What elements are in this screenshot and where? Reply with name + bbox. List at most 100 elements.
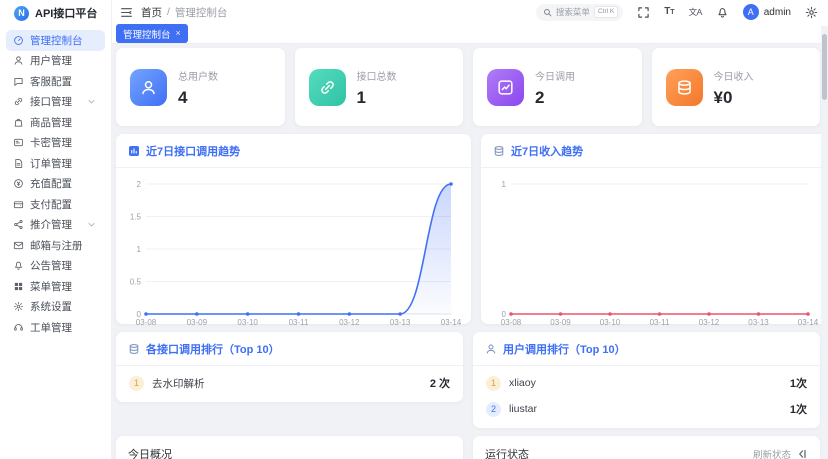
svg-text:03-08: 03-08 bbox=[136, 318, 157, 327]
link-icon bbox=[308, 68, 346, 106]
sidebar-item-label: 商品管理 bbox=[30, 116, 72, 129]
chart-title: 近7日收入趋势 bbox=[511, 146, 584, 158]
translate-icon[interactable]: 文A bbox=[688, 6, 703, 17]
tab-dashboard[interactable]: 管理控制台 × bbox=[116, 24, 188, 43]
rankings-row: 各接口调用排行（Top 10） 1 去水印解析 2 次 用户调用排行（Top 10）… bbox=[116, 332, 820, 428]
menu-grid-icon bbox=[14, 282, 23, 290]
search-input[interactable]: 搜索菜单 Ctrl K bbox=[535, 3, 624, 21]
sidebar-item-label: 接口管理 bbox=[30, 96, 72, 109]
user-menu[interactable]: A admin bbox=[742, 4, 791, 20]
ranking-row: 2 liustar 1次 bbox=[473, 396, 820, 422]
income-trend-chart: 0 1 03-08 03-09 03-10 03-11 03-12 03-13 03-14 bbox=[481, 168, 828, 332]
ranking-row: 1 xliaoy 1次 bbox=[473, 370, 820, 396]
chevron-down-icon bbox=[88, 223, 95, 227]
payment-icon bbox=[13, 201, 24, 208]
sidebar-item-label: 客服配置 bbox=[30, 75, 72, 88]
rank-name: xliaoy bbox=[509, 377, 536, 389]
sidebar-item-label: 支付配置 bbox=[30, 198, 72, 211]
ranking-title-suffix: （Top 10） bbox=[569, 344, 626, 356]
sidebar-item-14[interactable]: 工单管理 bbox=[6, 317, 105, 338]
sidebar-item-label: 订单管理 bbox=[30, 157, 72, 170]
stat-value: 1 bbox=[356, 87, 366, 107]
income-trend-chart-card: 近7日收入趋势 0 1 03-08 03-09 03-10 03-11 03-12 03-13… bbox=[481, 134, 828, 327]
svg-text:03-12: 03-12 bbox=[339, 318, 360, 327]
scrollbar-thumb[interactable] bbox=[822, 34, 827, 100]
stat-label: 接口总数 bbox=[356, 71, 397, 83]
sidebar-item-4[interactable]: 商品管理 bbox=[6, 112, 105, 133]
coins-icon bbox=[665, 68, 703, 106]
rank-name: 去水印解析 bbox=[152, 377, 205, 390]
sidebar-item-12[interactable]: 菜单管理 bbox=[6, 276, 105, 297]
bottom-row: 今日概况 运行状态 刷新状态 bbox=[116, 436, 820, 459]
sidebar-item-9[interactable]: 推介管理 bbox=[6, 215, 105, 236]
svg-text:03-08: 03-08 bbox=[501, 318, 522, 327]
fullscreen-icon[interactable] bbox=[637, 6, 650, 19]
sidebar-item-5[interactable]: 卡密管理 bbox=[6, 133, 105, 154]
shop-icon bbox=[14, 118, 23, 127]
dashboard-icon bbox=[14, 35, 23, 45]
collapse-panel-icon[interactable] bbox=[796, 448, 808, 459]
order-icon bbox=[15, 158, 23, 168]
ranking-title-suffix: （Top 10） bbox=[223, 344, 280, 356]
sidebar-item-label: 卡密管理 bbox=[30, 137, 72, 150]
card-icon bbox=[14, 139, 23, 147]
tab-close-icon[interactable]: × bbox=[175, 28, 181, 38]
refresh-status-link[interactable]: 刷新状态 bbox=[752, 450, 791, 459]
stat-value: 4 bbox=[178, 87, 188, 107]
sidebar-item-0[interactable]: 管理控制台 bbox=[6, 30, 105, 51]
chevron-down-icon bbox=[88, 100, 95, 104]
rank-badge: 1 bbox=[486, 375, 501, 391]
svg-text:2: 2 bbox=[137, 180, 142, 189]
svg-text:0: 0 bbox=[137, 310, 142, 319]
api-trend-chart-card: 近7日接口调用趋势 0 0.5 1 1.5 2 03-08 03-09 03-10 03-11 0… bbox=[116, 134, 471, 327]
sidebar-item-1[interactable]: 用户管理 bbox=[6, 51, 105, 72]
sidebar-item-label: 推介管理 bbox=[30, 219, 72, 232]
sidebar-item-13[interactable]: 系统设置 bbox=[6, 297, 105, 318]
sidebar-item-7[interactable]: 充值配置 bbox=[6, 174, 105, 195]
today-overview-card: 今日概况 bbox=[116, 436, 463, 459]
line-chart-canvas: 0 0.5 1 1.5 2 03-08 03-09 03-10 03-11 03-12 03-13 0… bbox=[130, 180, 462, 327]
today-overview-title: 今日概况 bbox=[128, 449, 172, 459]
settings-icon bbox=[13, 302, 24, 312]
sidebar-item-6[interactable]: 订单管理 bbox=[6, 153, 105, 174]
rank-count: 1次 bbox=[789, 404, 807, 416]
breadcrumb-home[interactable]: 首页 bbox=[141, 6, 162, 19]
ticket-icon bbox=[14, 323, 23, 331]
svg-text:03-13: 03-13 bbox=[390, 318, 411, 327]
scrollbar bbox=[821, 26, 828, 459]
sidebar-item-2[interactable]: 客服配置 bbox=[6, 71, 105, 92]
sidebar-item-10[interactable]: 邮箱与注册 bbox=[6, 235, 105, 256]
user-ranking-list: 1 xliaoy 1次 2 liustar 1次 bbox=[473, 366, 820, 428]
svg-text:03-14: 03-14 bbox=[441, 318, 462, 327]
sidebar-item-3[interactable]: 接口管理 bbox=[6, 92, 105, 113]
rank-badge: 1 bbox=[129, 375, 144, 391]
avatar: A bbox=[742, 4, 759, 20]
font-size-icon[interactable]: TT bbox=[664, 6, 675, 17]
rank-badge: 2 bbox=[486, 401, 501, 417]
menu-fold-icon[interactable] bbox=[120, 6, 133, 19]
sidebar-item-8[interactable]: 支付配置 bbox=[6, 194, 105, 215]
bar-chart-icon bbox=[129, 146, 139, 156]
running-status-title: 运行状态 bbox=[485, 449, 529, 459]
svg-text:03-14: 03-14 bbox=[798, 318, 819, 327]
sidebar-item-label: 菜单管理 bbox=[30, 280, 72, 293]
username-label: admin bbox=[763, 6, 791, 18]
sidebar-item-label: 充值配置 bbox=[30, 178, 72, 191]
gear-icon[interactable] bbox=[805, 6, 818, 19]
ranking-title: 各接口调用排行 bbox=[146, 344, 223, 356]
announcement-icon bbox=[15, 261, 22, 271]
ranking-row: 1 去水印解析 2 次 bbox=[116, 370, 463, 396]
app-logo[interactable]: N API接口平台 bbox=[0, 0, 111, 26]
coins-icon bbox=[494, 146, 504, 156]
stat-card-1: 接口总数 1 bbox=[294, 48, 463, 126]
sidebar-item-11[interactable]: 公告管理 bbox=[6, 256, 105, 277]
user-ranking-card: 用户调用排行（Top 10） 1 xliaoy 1次 2 liustar 1次 bbox=[473, 332, 820, 428]
logo-icon: N bbox=[14, 5, 29, 21]
sidebar-menu: 管理控制台 用户管理客服配置接口管理商品管理卡密管理订单管理充值配置支付配置推介管… bbox=[0, 26, 111, 338]
line-chart-canvas: 0 1 03-08 03-09 03-10 03-11 03-12 03-13 03-14 bbox=[501, 180, 819, 327]
rank-count: 2 次 bbox=[429, 378, 450, 390]
users-icon bbox=[130, 68, 167, 106]
notification-bell-icon[interactable] bbox=[716, 6, 729, 19]
rank-count: 1次 bbox=[789, 378, 807, 390]
user-icon bbox=[14, 56, 23, 65]
